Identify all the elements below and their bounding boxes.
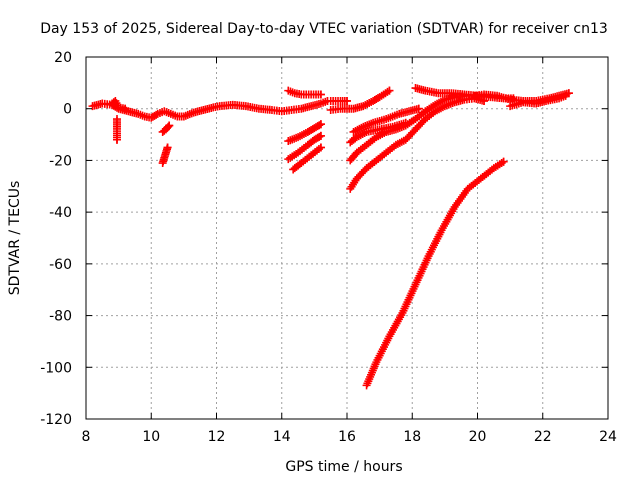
series-sat-a [88, 96, 332, 122]
y-tick-label: -100 [40, 360, 72, 376]
series-sat-l [349, 104, 423, 136]
series-sat-b [112, 115, 121, 144]
y-tick-label: 0 [63, 102, 72, 118]
x-axis-label: GPS time / hours [285, 459, 402, 475]
y-tick-label: -60 [49, 257, 72, 273]
data-point [316, 131, 325, 140]
series-sat-n [346, 91, 469, 165]
series-sat-e [158, 121, 174, 136]
x-axis-ticks: 8 10 12 14 16 18 20 22 24 [82, 57, 617, 445]
data-point [316, 120, 325, 129]
series-sat-s [362, 157, 508, 390]
series-sat-k [326, 86, 394, 115]
series-sat-r [506, 91, 570, 111]
x-tick-label: 18 [403, 429, 421, 445]
y-tick-label: -40 [49, 205, 72, 221]
series-sat-i [289, 143, 325, 174]
data-point [163, 143, 172, 152]
y-tick-label: -80 [49, 309, 72, 325]
data-point [315, 121, 324, 130]
data-point [165, 121, 174, 130]
y-axis-label: SDTVAR / TECUs [7, 181, 23, 296]
data-point [499, 157, 508, 166]
data-point [152, 110, 161, 119]
x-tick-label: 16 [338, 429, 356, 445]
x-tick-label: 14 [273, 429, 291, 445]
y-axis-ticks: 20 0 -20 -40 -60 -80 -100 -120 [40, 50, 608, 428]
data-point [316, 90, 325, 99]
y-tick-label: -120 [40, 412, 72, 428]
y-tick-label: 20 [54, 50, 72, 66]
series-sat-f [284, 86, 325, 99]
data-point [561, 91, 570, 100]
data-point [414, 104, 423, 113]
data-point [112, 135, 121, 144]
series-sat-j [326, 96, 351, 105]
data-points [88, 84, 573, 390]
data-point [316, 143, 325, 152]
data-point [121, 104, 130, 113]
series-sat-c [108, 96, 130, 113]
x-tick-label: 12 [208, 429, 226, 445]
data-point [385, 86, 394, 95]
x-tick-label: 10 [142, 429, 160, 445]
chart-title: Day 153 of 2025, Sidereal Day-to-day VTE… [40, 21, 608, 37]
series-sat-o [346, 94, 489, 193]
series-sat-g [284, 120, 325, 146]
x-tick-label: 20 [469, 429, 487, 445]
x-tick-label: 8 [82, 429, 91, 445]
series-sat-h [284, 131, 325, 164]
series-sat-d [158, 143, 172, 168]
data-point [343, 96, 351, 105]
x-tick-label: 24 [599, 429, 617, 445]
y-tick-label: -20 [49, 153, 72, 169]
x-tick-label: 22 [534, 429, 552, 445]
data-point [164, 122, 173, 131]
data-point [315, 132, 324, 141]
